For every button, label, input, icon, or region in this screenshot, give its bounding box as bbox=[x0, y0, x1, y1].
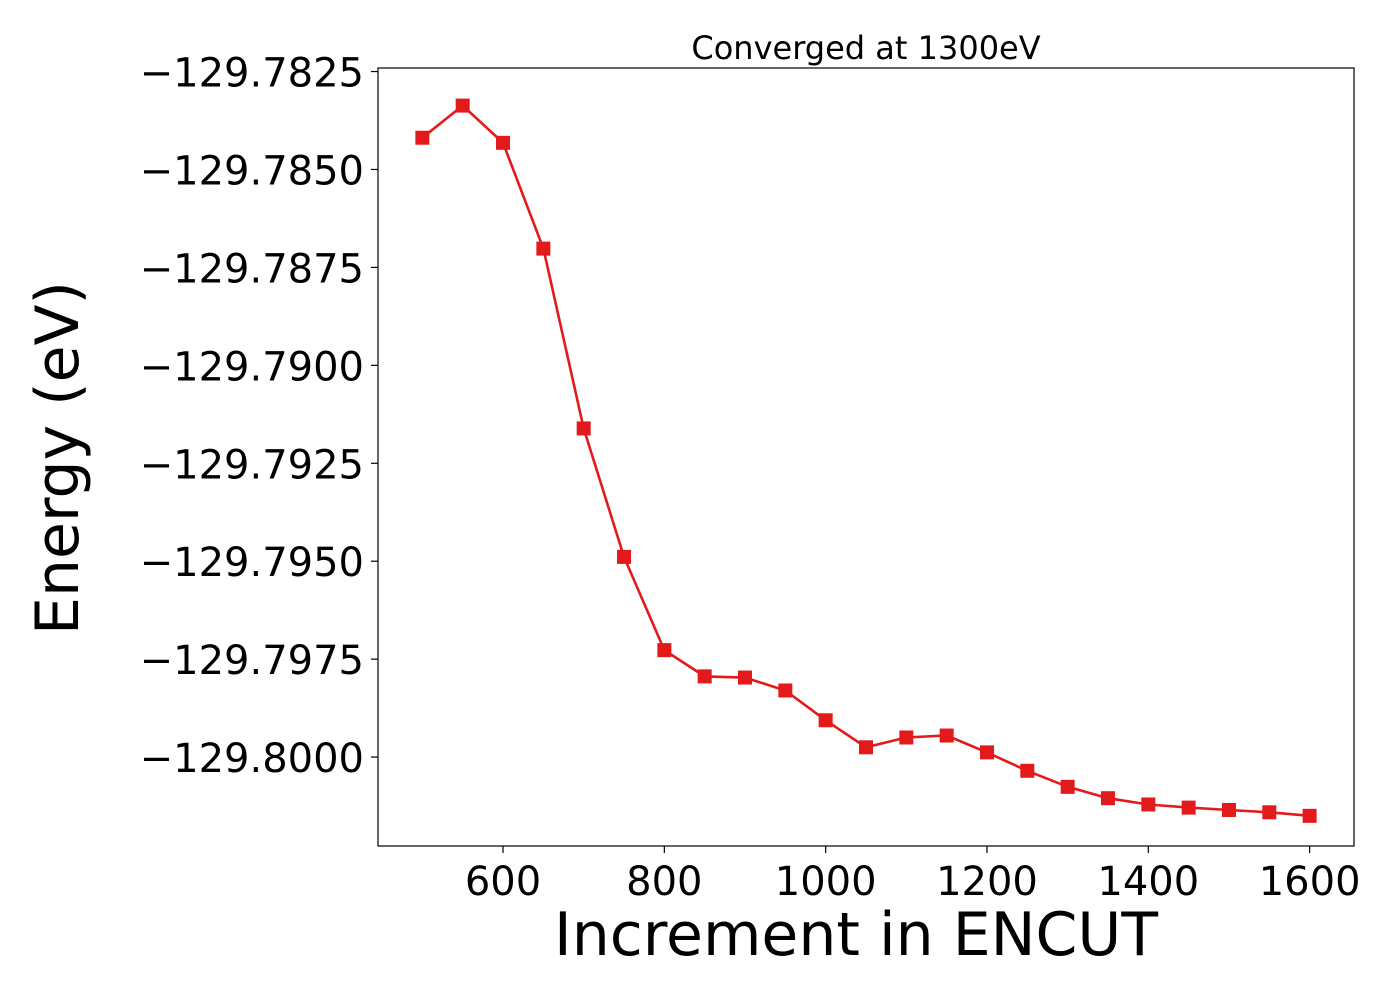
data-point-marker bbox=[657, 643, 672, 658]
data-point-marker bbox=[1262, 805, 1277, 820]
data-point-marker bbox=[1302, 808, 1317, 823]
y-tick-label: −129.8000 bbox=[140, 736, 364, 782]
data-point-marker bbox=[1100, 791, 1115, 806]
y-tick-label: −129.7875 bbox=[140, 246, 364, 292]
data-point-marker bbox=[455, 98, 470, 113]
chart-title: Converged at 1300eV bbox=[691, 29, 1040, 67]
plot-frame bbox=[377, 67, 1355, 847]
y-axis: −129.7825 −129.7850 −129.7875 −129.7900 −129… bbox=[140, 51, 378, 782]
data-point-marker bbox=[939, 728, 954, 743]
y-tick-label: −129.7900 bbox=[140, 344, 364, 390]
data-point-marker bbox=[1141, 797, 1156, 812]
plot-layer bbox=[415, 98, 1317, 823]
data-point-marker bbox=[1181, 800, 1196, 815]
x-axis-label: Increment in ENCUT bbox=[554, 900, 1158, 970]
data-point-marker bbox=[859, 740, 873, 755]
data-point-marker bbox=[778, 683, 793, 698]
x-tick-label: 1600 bbox=[1259, 859, 1361, 905]
x-tick-label: 1400 bbox=[1097, 859, 1199, 905]
data-point-marker bbox=[899, 730, 914, 745]
y-tick-label: −129.7975 bbox=[140, 638, 364, 684]
data-point-marker bbox=[536, 241, 551, 256]
data-point-marker bbox=[738, 670, 753, 685]
y-tick-label: −129.7825 bbox=[140, 51, 364, 97]
x-tick-label: 1200 bbox=[936, 859, 1038, 905]
data-point-marker bbox=[1060, 779, 1075, 794]
x-axis: 600 800 1000 1200 1400 1600 bbox=[465, 846, 1361, 905]
data-point-marker bbox=[415, 130, 430, 145]
y-tick-label: −129.7950 bbox=[140, 540, 364, 586]
data-point-marker bbox=[1221, 802, 1236, 817]
x-tick-label: 800 bbox=[626, 859, 702, 905]
y-tick-label: −129.7850 bbox=[140, 148, 364, 194]
data-point-marker bbox=[617, 549, 632, 564]
series-line bbox=[421, 103, 1310, 818]
x-tick-label: 1000 bbox=[775, 859, 877, 905]
data-point-marker bbox=[979, 745, 994, 760]
data-point-marker bbox=[697, 669, 712, 684]
data-point-marker bbox=[496, 135, 511, 150]
y-tick-label: −129.7925 bbox=[140, 442, 364, 488]
data-point-marker bbox=[818, 713, 833, 728]
y-axis-label: Energy (eV) bbox=[23, 281, 93, 635]
data-point-marker bbox=[1020, 763, 1035, 778]
data-point-marker bbox=[576, 421, 591, 436]
x-tick-label: 600 bbox=[465, 859, 541, 905]
